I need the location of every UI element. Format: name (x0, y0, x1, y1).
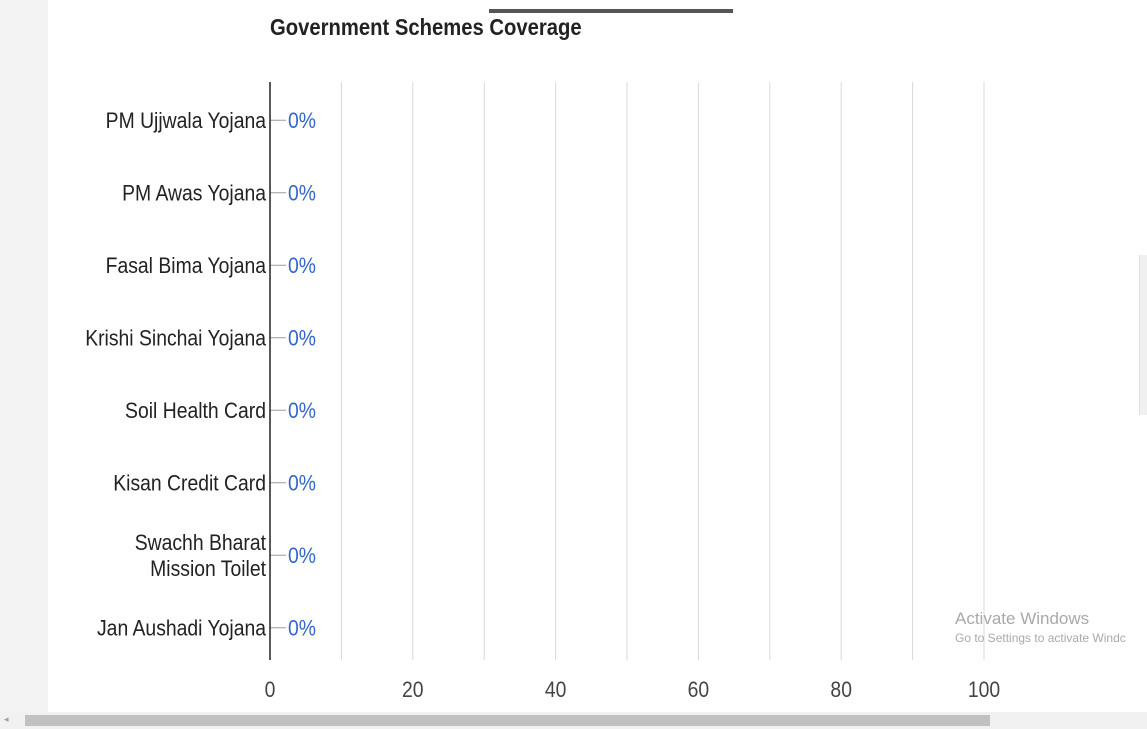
chart-title: Government Schemes Coverage (270, 14, 582, 40)
value-labels: 0% 0% 0% 0% 0% 0% 0% 0% (270, 109, 316, 641)
category-label: Swachh Bharat Mission Toilet (135, 531, 267, 581)
x-tick-label: 100 (968, 678, 1000, 702)
value-label: 0% (288, 472, 316, 496)
category-label-line: Krishi Sinchai Yojana (85, 327, 266, 351)
bar-chart: PM Ujjwala Yojana PM Awas Yojana Fasal Bim… (85, 82, 1001, 702)
category-label-line: Kisan Credit Card (113, 472, 266, 496)
side-panel-tab[interactable] (1139, 255, 1147, 415)
category-label: Jan Aushadi Yojana (97, 617, 266, 641)
x-tick-label: 80 (830, 678, 852, 702)
x-tick-labels: 0 20 40 60 80 100 (265, 678, 1001, 702)
x-tick-label: 60 (688, 678, 710, 702)
category-label: PM Ujjwala Yojana (106, 109, 267, 133)
horizontal-scrollbar[interactable]: ◂ (0, 712, 1147, 729)
x-tick-label: 40 (545, 678, 567, 702)
category-label-line: PM Ujjwala Yojana (106, 109, 267, 133)
value-label: 0% (288, 109, 316, 133)
category-label-line: Soil Health Card (125, 399, 266, 423)
category-label: Fasal Bima Yojana (106, 254, 267, 278)
top-divider-bar (489, 9, 733, 13)
value-label: 0% (288, 182, 316, 206)
value-label: 0% (288, 617, 316, 641)
left-margin-strip (0, 0, 48, 712)
value-label: 0% (288, 399, 316, 423)
category-label-line: PM Awas Yojana (122, 182, 266, 206)
category-label: PM Awas Yojana (122, 182, 266, 206)
category-label-line: Fasal Bima Yojana (106, 254, 267, 278)
grid-lines (340, 82, 985, 660)
value-label: 0% (288, 327, 316, 351)
x-tick-label: 0 (265, 678, 276, 702)
value-label: 0% (288, 254, 316, 278)
category-label-line: Jan Aushadi Yojana (97, 617, 266, 641)
watermark-subtitle: Go to Settings to activate Windc (955, 631, 1126, 645)
category-label: Soil Health Card (125, 399, 266, 423)
scroll-left-icon[interactable]: ◂ (4, 714, 9, 724)
watermark-title: Activate Windows (955, 609, 1090, 628)
scrollbar-thumb[interactable] (25, 715, 990, 726)
category-label: Krishi Sinchai Yojana (85, 327, 266, 351)
category-label-line: Mission Toilet (150, 557, 266, 581)
x-tick-label: 20 (402, 678, 424, 702)
category-label-line: Swachh Bharat (135, 531, 267, 555)
category-label: Kisan Credit Card (113, 472, 266, 496)
category-labels: PM Ujjwala Yojana PM Awas Yojana Fasal Bim… (85, 109, 266, 641)
value-label: 0% (288, 544, 316, 568)
activate-windows-watermark: Activate Windows Go to Settings to activ… (955, 609, 1126, 645)
